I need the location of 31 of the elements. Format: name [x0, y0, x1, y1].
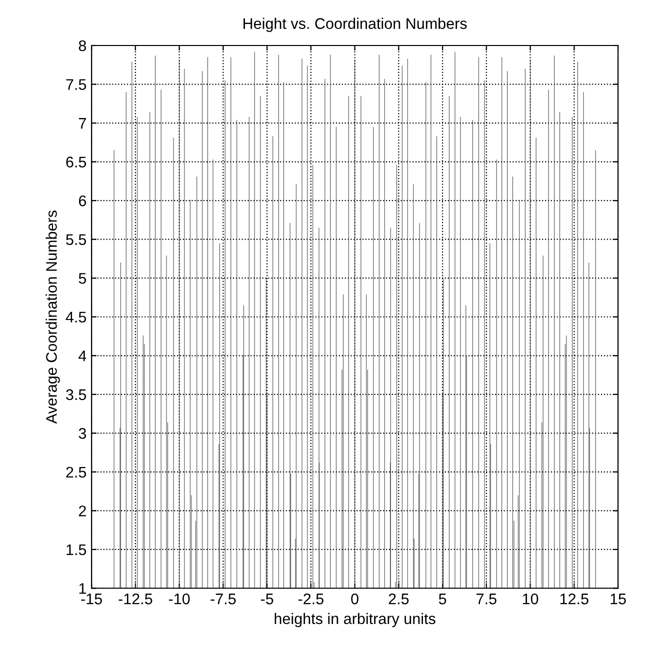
x-tick-label: -2.5 — [298, 594, 324, 604]
x-tick-label: 5 — [438, 594, 446, 604]
x-tick-label: -10 — [168, 594, 190, 604]
y-tick-label: 1 — [79, 583, 86, 594]
x-tick-label: 7.5 — [476, 594, 496, 604]
y-tick-label: 7 — [78, 118, 86, 129]
x-tick-label: -7.5 — [210, 594, 236, 604]
y-tick-label: 8 — [78, 40, 86, 52]
y-tick-label: 1.5 — [66, 544, 86, 556]
y-tick-label: 3 — [78, 428, 86, 439]
y-tick-label: 5.5 — [66, 234, 86, 246]
y-tick-label: 2.5 — [66, 466, 86, 478]
x-tick-label: -12.5 — [118, 594, 152, 604]
y-tick-label: 2 — [78, 506, 86, 516]
x-tick-label: 2.5 — [388, 594, 409, 604]
x-tick-label: 10 — [522, 594, 538, 604]
y-tick-label: 6 — [78, 195, 86, 206]
y-tick-label: 3.5 — [66, 389, 86, 400]
y-tick-label: 6.5 — [66, 156, 86, 168]
y-tick-label: 7.5 — [66, 79, 86, 90]
chart-title: Height vs. Coordination Numbers — [244, 18, 467, 32]
x-axis-title: heights in arbitrary units — [274, 612, 436, 628]
y-tick-label: 4.5 — [66, 312, 86, 323]
x-tick-label: 12.5 — [560, 594, 588, 604]
x-tick-label: 0 — [351, 594, 358, 604]
x-tick-label: 15 — [610, 594, 626, 604]
y-tick-label: 5 — [78, 273, 86, 284]
y-axis-title: Average Coordination Numbers — [46, 210, 60, 424]
x-tick-label: -5 — [260, 594, 274, 604]
y-tick-label: 4 — [78, 350, 86, 362]
x-tick-label: -15 — [81, 594, 102, 604]
